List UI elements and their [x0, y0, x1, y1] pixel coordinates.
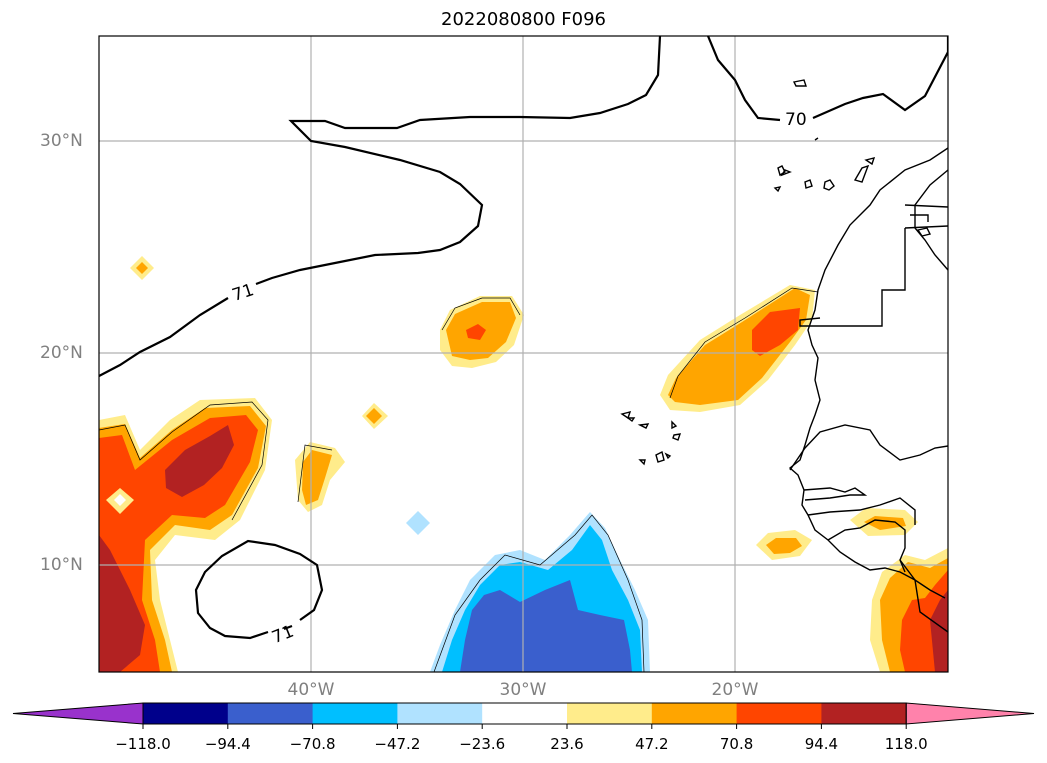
anomaly-region-west-dark [165, 425, 234, 497]
lon-label-40w: 40°W [287, 680, 335, 700]
gridlines [99, 36, 948, 672]
colorbar-segment [143, 703, 229, 724]
anomaly-region-west-red [99, 415, 258, 672]
colorbar-tick-label: 23.6 [550, 735, 584, 753]
colorbar-tick-label: 70.8 [719, 735, 754, 753]
colorbar-tick-label: 118.0 [884, 735, 928, 753]
colorbar-tick-label: −94.4 [204, 735, 251, 753]
colorbar-segment [821, 703, 907, 724]
lat-label-20n: 20°N [40, 343, 83, 363]
contour-label-71-north: 71 [230, 280, 257, 306]
anomaly-shading: 70 71 71 [99, 36, 948, 672]
colorbar [12, 702, 1035, 729]
colorbar-segment [227, 703, 314, 724]
colorbar-tick-label: −47.2 [374, 735, 421, 753]
colorbar-segment [312, 703, 398, 724]
colorbar-segment [651, 703, 738, 724]
colorbar-tick-label: −118.0 [115, 735, 171, 753]
colorbar-segment [482, 703, 568, 724]
lon-label-30w: 30°W [499, 680, 547, 700]
contour-label-70: 70 [785, 110, 807, 130]
anomaly-region-west-dark-south [99, 535, 145, 672]
colorbar-segment [397, 703, 483, 724]
colorbar-tick-label: −70.8 [289, 735, 336, 753]
colorbar-tick-label: 47.2 [635, 735, 669, 753]
colorbar-tick-label: −23.6 [459, 735, 506, 753]
map-frame [98, 35, 949, 673]
lat-label-30n: 30°N [40, 131, 83, 151]
colorbar-segment [567, 703, 653, 724]
colorbar-segment [736, 703, 822, 724]
lon-label-20w: 20°W [711, 680, 759, 700]
colorbar-tick-label: 94.4 [804, 735, 839, 753]
geopotential-contours [99, 36, 948, 640]
colorbar-outline [142, 702, 907, 725]
map-title: 2022080800 F096 [441, 9, 606, 30]
lat-label-10n: 10°N [40, 555, 83, 575]
contour-label-71-south: 71 [269, 622, 297, 649]
coastlines [620, 79, 948, 633]
colorbar-extend-min [12, 702, 144, 725]
colorbar-extend-max [905, 702, 1035, 725]
